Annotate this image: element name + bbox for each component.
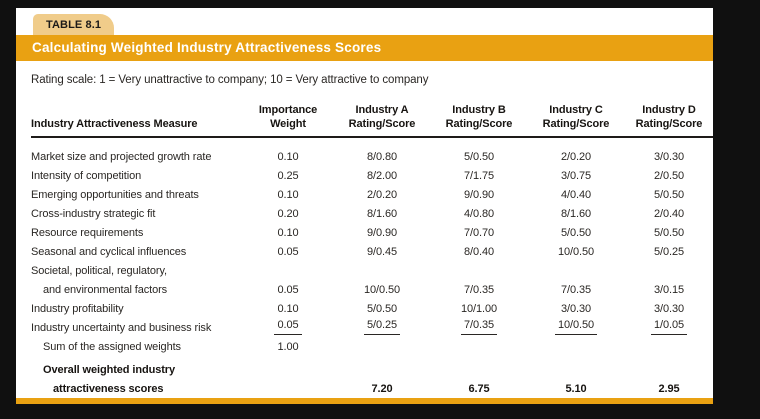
- industry-b-cell: 7/0.35: [431, 316, 527, 335]
- industry-b-cell: 10/1.00: [460, 303, 497, 315]
- industry-d-cell: 2/0.50: [654, 170, 684, 182]
- table-body: Market size and projected growth rate 0.…: [31, 137, 713, 396]
- industry-d-cell: 5/0.50: [654, 227, 684, 239]
- row-label: Industry profitability: [31, 303, 124, 315]
- rating-scale-note: Rating scale: 1 = Very unattractive to c…: [31, 74, 429, 86]
- industry-c-cell: 2/0.20: [561, 151, 591, 163]
- row-label: Intensity of competition: [31, 170, 142, 182]
- industry-a-cell: 5/0.50: [367, 303, 397, 315]
- industry-d-cell: 5/0.50: [654, 189, 684, 201]
- weight-cell: 0.25: [277, 170, 299, 182]
- row-label: Seasonal and cyclical influences: [31, 246, 187, 258]
- weight-cell: 0.10: [277, 303, 299, 315]
- table-row: Sum of the assigned weights 1.00: [31, 335, 713, 354]
- header-industry-a: Industry A Rating/Score: [333, 103, 431, 138]
- industry-d-cell: 5/0.25: [654, 246, 684, 258]
- industry-d-cell: 1/0.05: [625, 316, 713, 335]
- table-row: Industry profitability 0.10 5/0.50 10/1.…: [31, 297, 713, 316]
- row-label: Societal, political, regulatory,: [31, 265, 167, 277]
- industry-c-cell: 5/0.50: [561, 227, 591, 239]
- industry-c-cell: 7/0.35: [561, 284, 591, 296]
- industry-a-cell: 8/0.80: [367, 151, 397, 163]
- row-label: Resource requirements: [31, 227, 144, 239]
- table-number-tab: TABLE 8.1: [33, 14, 114, 35]
- industry-b-cell: 7/0.70: [464, 227, 494, 239]
- row-label: Sum of the assigned weights: [43, 341, 181, 353]
- table-row: attractiveness scores 7.20 6.75 5.10 2.9…: [31, 377, 713, 396]
- row-label: attractiveness scores: [53, 383, 164, 395]
- header-measure: Industry Attractiveness Measure: [31, 103, 243, 138]
- industry-a-cell: 10/0.50: [363, 284, 400, 296]
- table-row: Market size and projected growth rate 0.…: [31, 137, 713, 164]
- industry-d-total: 2.95: [658, 383, 680, 395]
- industry-a-cell: 9/0.45: [367, 246, 397, 258]
- row-label: Overall weighted industry: [43, 364, 175, 376]
- table-title: Calculating Weighted Industry Attractive…: [32, 40, 382, 55]
- header-industry-c: Industry C Rating/Score: [527, 103, 625, 138]
- weight-cell: 0.10: [277, 227, 299, 239]
- industry-b-cell: 4/0.80: [464, 208, 494, 220]
- industry-a-cell: 8/1.60: [367, 208, 397, 220]
- industry-b-cell: 8/0.40: [464, 246, 494, 258]
- row-label: Market size and projected growth rate: [31, 151, 212, 163]
- industry-d-cell: 3/0.15: [654, 284, 684, 296]
- industry-b-cell: 7/0.35: [464, 284, 494, 296]
- industry-d-cell: 3/0.30: [654, 151, 684, 163]
- industry-c-cell: 10/0.50: [557, 246, 594, 258]
- table-row: and environmental factors 0.05 10/0.50 7…: [31, 278, 713, 297]
- row-label: Industry uncertainty and business risk: [31, 322, 212, 334]
- attractiveness-table: Industry Attractiveness Measure Importan…: [31, 103, 713, 396]
- row-label: Emerging opportunities and threats: [31, 189, 199, 201]
- header-industry-d: Industry D Rating/Score: [625, 103, 713, 138]
- weight-cell: 0.20: [277, 208, 299, 220]
- table-row: Intensity of competition 0.25 8/2.00 7/1…: [31, 164, 713, 183]
- table-number-label: TABLE 8.1: [46, 19, 102, 31]
- industry-d-cell: 3/0.30: [654, 303, 684, 315]
- row-label: and environmental factors: [43, 284, 168, 296]
- weight-cell: 0.10: [277, 189, 299, 201]
- table-row: Seasonal and cyclical influences 0.05 9/…: [31, 240, 713, 259]
- weight-cell: 0.05: [243, 316, 333, 335]
- industry-c-total: 5.10: [565, 383, 587, 395]
- weight-cell: 0.05: [277, 284, 299, 296]
- industry-a-cell: 8/2.00: [367, 170, 397, 182]
- industry-c-cell: 3/0.30: [561, 303, 591, 315]
- industry-c-cell: 10/0.50: [527, 316, 625, 335]
- table-row: Societal, political, regulatory,: [31, 259, 713, 278]
- table-row: Resource requirements 0.10 9/0.90 7/0.70…: [31, 221, 713, 240]
- weight-cell: 1.00: [277, 341, 299, 353]
- table-title-banner: Calculating Weighted Industry Attractive…: [16, 35, 713, 61]
- industry-b-total: 6.75: [468, 383, 490, 395]
- industry-d-cell: 2/0.40: [654, 208, 684, 220]
- table-row: Emerging opportunities and threats 0.10 …: [31, 183, 713, 202]
- industry-a-total: 7.20: [371, 383, 393, 395]
- weight-cell: 0.10: [277, 151, 299, 163]
- industry-b-cell: 5/0.50: [464, 151, 494, 163]
- weight-cell: 0.05: [277, 246, 299, 258]
- industry-c-cell: 4/0.40: [561, 189, 591, 201]
- industry-a-cell: 5/0.25: [333, 316, 431, 335]
- table-row: Cross-industry strategic fit 0.20 8/1.60…: [31, 202, 713, 221]
- table-row: Overall weighted industry: [31, 354, 713, 377]
- header-measure-label: Industry Attractiveness Measure: [31, 118, 198, 130]
- header-industry-b: Industry B Rating/Score: [431, 103, 527, 138]
- industry-b-cell: 7/1.75: [464, 170, 494, 182]
- header-importance-weight: Importance Weight: [243, 103, 333, 138]
- table-panel: TABLE 8.1 Calculating Weighted Industry …: [16, 8, 713, 404]
- industry-a-cell: 2/0.20: [367, 189, 397, 201]
- table-row: Industry uncertainty and business risk 0…: [31, 316, 713, 335]
- industry-a-cell: 9/0.90: [367, 227, 397, 239]
- industry-b-cell: 9/0.90: [464, 189, 494, 201]
- row-label: Cross-industry strategic fit: [31, 208, 156, 220]
- industry-c-cell: 3/0.75: [561, 170, 591, 182]
- industry-c-cell: 8/1.60: [561, 208, 591, 220]
- table-header: Industry Attractiveness Measure Importan…: [31, 103, 713, 138]
